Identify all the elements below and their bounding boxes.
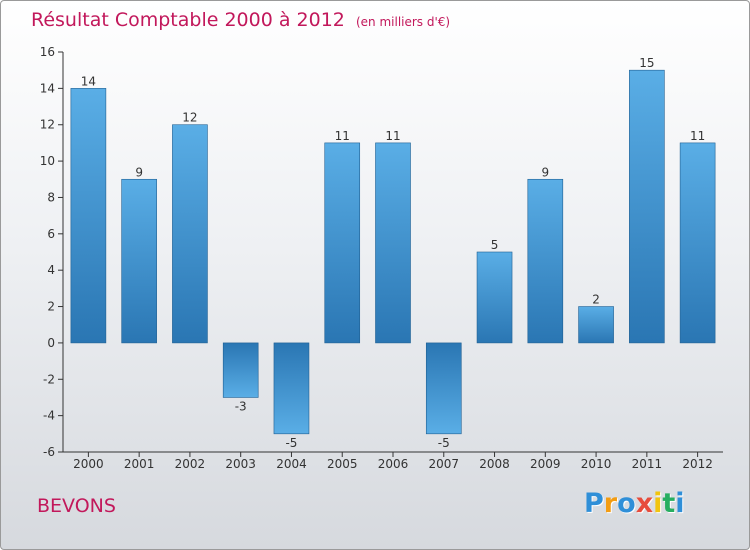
brand-letter: i bbox=[653, 488, 663, 519]
bar-2005[interactable] bbox=[324, 142, 361, 344]
bar-2009[interactable] bbox=[527, 178, 564, 344]
labels-group: 14 9 12 -3 -5 11 11 -5 5 9 2 15 11 bbox=[81, 56, 706, 450]
x-tick-label: 2007 bbox=[428, 457, 459, 471]
bar-value-label: 9 bbox=[135, 165, 143, 179]
brand-letter: P bbox=[584, 488, 604, 519]
x-tick-label: 2010 bbox=[581, 457, 612, 471]
bar-value-label: 15 bbox=[639, 56, 654, 70]
y-tick-label: 0 bbox=[47, 336, 55, 350]
bar-2001[interactable] bbox=[121, 178, 157, 344]
bars-group bbox=[70, 69, 716, 435]
y-tick-label: 16 bbox=[40, 45, 55, 59]
y-tick-label: 4 bbox=[47, 263, 55, 277]
bar-2007[interactable] bbox=[425, 342, 462, 435]
x-tick-label: 2012 bbox=[682, 457, 713, 471]
bar-2010[interactable] bbox=[578, 306, 614, 344]
brand-logo[interactable]: Proxiti bbox=[584, 488, 685, 519]
brand-letter: r bbox=[603, 488, 618, 519]
bar-value-label: 2 bbox=[592, 293, 600, 307]
brand-letter: i bbox=[675, 488, 685, 519]
bar-2006[interactable] bbox=[375, 142, 411, 344]
bar-2011[interactable] bbox=[629, 69, 665, 344]
y-tick-label: -2 bbox=[43, 372, 55, 386]
x-tick-label: 2008 bbox=[479, 457, 510, 471]
y-tick-label: 8 bbox=[47, 190, 55, 204]
y-tick-label: -6 bbox=[43, 445, 55, 459]
chart-title: Résultat Comptable 2000 à 2012 bbox=[31, 9, 345, 31]
bar-2004[interactable] bbox=[273, 342, 310, 435]
bar-2008[interactable] bbox=[476, 251, 513, 344]
bar-2002[interactable] bbox=[172, 124, 208, 344]
bar-value-label: 14 bbox=[81, 74, 96, 88]
y-tick-label: -4 bbox=[43, 409, 55, 423]
bar-2003[interactable] bbox=[222, 342, 259, 398]
y-tick-label: 14 bbox=[40, 81, 55, 95]
bar-2000[interactable] bbox=[70, 88, 107, 344]
brand-letter: x bbox=[635, 488, 654, 519]
x-tick-label: 2003 bbox=[225, 457, 256, 471]
x-tick-label: 2006 bbox=[378, 457, 409, 471]
y-tick-label: 2 bbox=[47, 300, 55, 314]
x-tick-label: 2002 bbox=[175, 457, 206, 471]
chart-subtitle: (en milliers d'€) bbox=[355, 15, 451, 29]
bar-value-label: -3 bbox=[235, 399, 247, 413]
bar-value-label: 11 bbox=[335, 129, 350, 143]
bar-value-label: 11 bbox=[690, 129, 705, 143]
x-tick-label: 2009 bbox=[530, 457, 561, 471]
bar-value-label: 12 bbox=[182, 111, 197, 125]
x-tick-label: 2004 bbox=[276, 457, 307, 471]
title-block: Résultat Comptable 2000 à 2012 (en milli… bbox=[31, 9, 450, 31]
y-tick-label: 6 bbox=[47, 227, 55, 241]
bar-value-label: 11 bbox=[385, 129, 400, 143]
bar-value-label: 5 bbox=[491, 238, 499, 252]
brand-letter: o bbox=[617, 488, 636, 519]
x-tick-label: 2005 bbox=[327, 457, 358, 471]
bar-value-label: -5 bbox=[285, 436, 297, 450]
y-tick-label: 12 bbox=[40, 118, 55, 132]
bar-2012[interactable] bbox=[679, 142, 716, 344]
axes-group: -6 -4 -2 0 2 4 6 8 10 12 14 16 2000 2001 2002 2003 2004 2… bbox=[40, 45, 723, 471]
x-tick-label: 2001 bbox=[124, 457, 155, 471]
brand-letter: t bbox=[662, 488, 676, 519]
y-tick-label: 10 bbox=[40, 154, 55, 168]
bar-value-label: -5 bbox=[438, 436, 450, 450]
place-name: BEVONS bbox=[37, 495, 116, 517]
x-tick-label: 2000 bbox=[73, 457, 104, 471]
bar-value-label: 9 bbox=[541, 165, 549, 179]
x-tick-label: 2011 bbox=[632, 457, 663, 471]
